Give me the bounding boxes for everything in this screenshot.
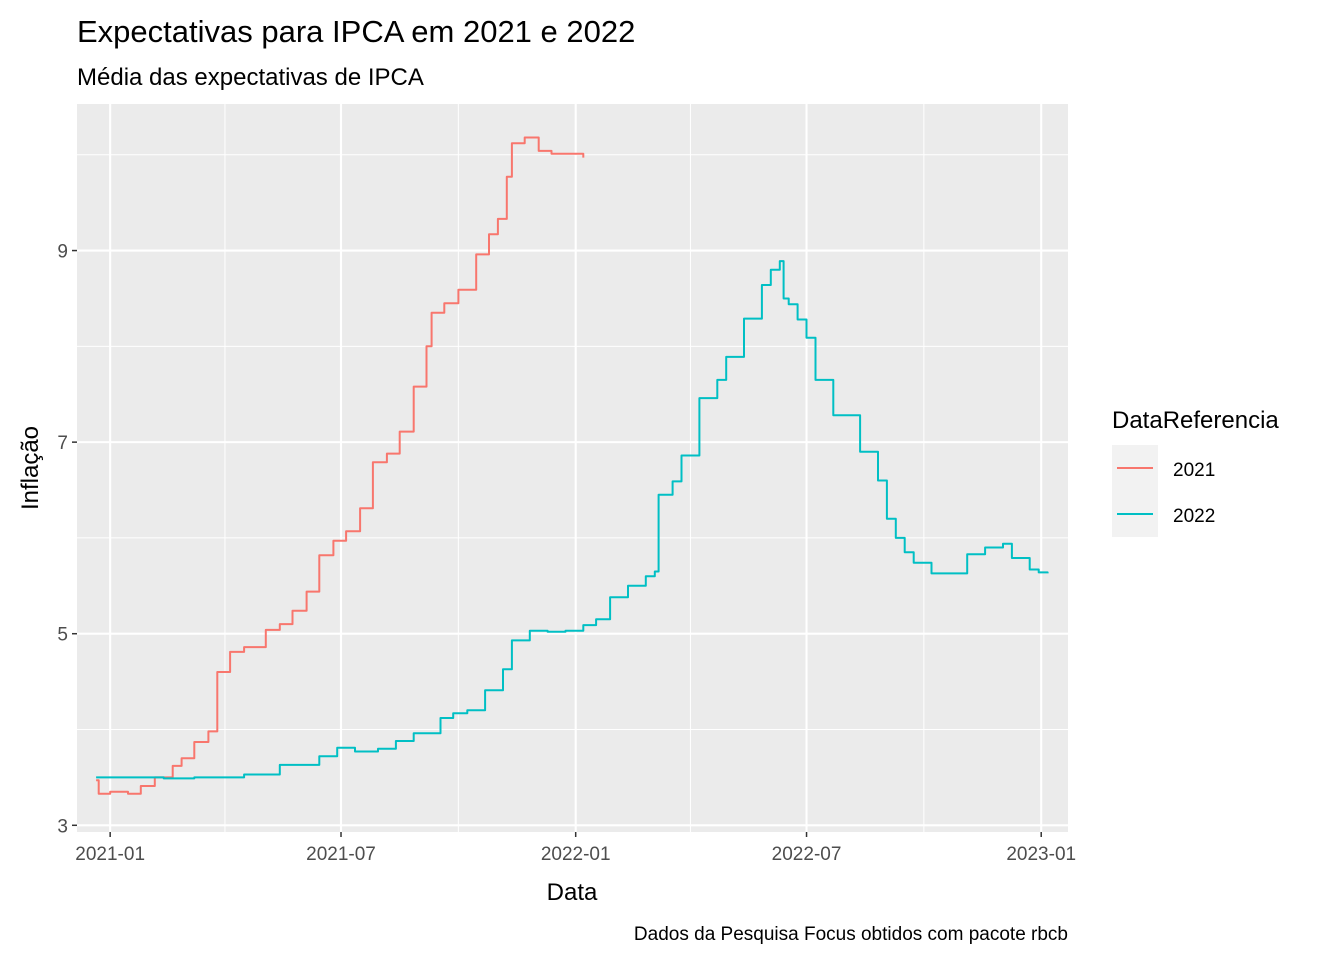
x-tick-label: 2021-01 (75, 844, 145, 865)
grid-minor (77, 104, 1068, 832)
y-tick-label: 5 (57, 625, 68, 646)
y-tick-label: 7 (57, 433, 68, 454)
x-tick-label: 2023-01 (1006, 844, 1076, 865)
x-tick-label: 2021-07 (306, 844, 376, 865)
y-tick-label: 3 (57, 816, 68, 837)
series-line-2021 (96, 136, 585, 795)
x-tick-label: 2022-07 (772, 844, 842, 865)
legend-title: DataReferencia (1112, 407, 1279, 434)
y-axis-label: Inflação (17, 426, 44, 510)
series-line-2022 (96, 260, 1049, 780)
y-axis: 3 5 7 9 (57, 242, 77, 837)
plot-panel (77, 104, 1068, 832)
legend-label-2022: 2022 (1173, 506, 1215, 527)
x-axis-label: Data (547, 879, 598, 906)
chart-caption: Dados da Pesquisa Focus obtidos com paco… (634, 924, 1068, 945)
chart-title: Expectativas para IPCA em 2021 e 2022 (77, 14, 635, 49)
grid-major (77, 104, 1068, 832)
legend-label-2021: 2021 (1173, 460, 1215, 481)
series-layer (96, 136, 1049, 795)
x-axis: 2021-01 2021-07 2022-01 2022-07 2023-01 (75, 832, 1076, 865)
legend: DataReferencia 2021 2022 (1112, 407, 1279, 537)
y-tick-label: 9 (57, 242, 68, 263)
x-tick-label: 2022-01 (541, 844, 611, 865)
chart-subtitle: Média das expectativas de IPCA (77, 64, 424, 91)
